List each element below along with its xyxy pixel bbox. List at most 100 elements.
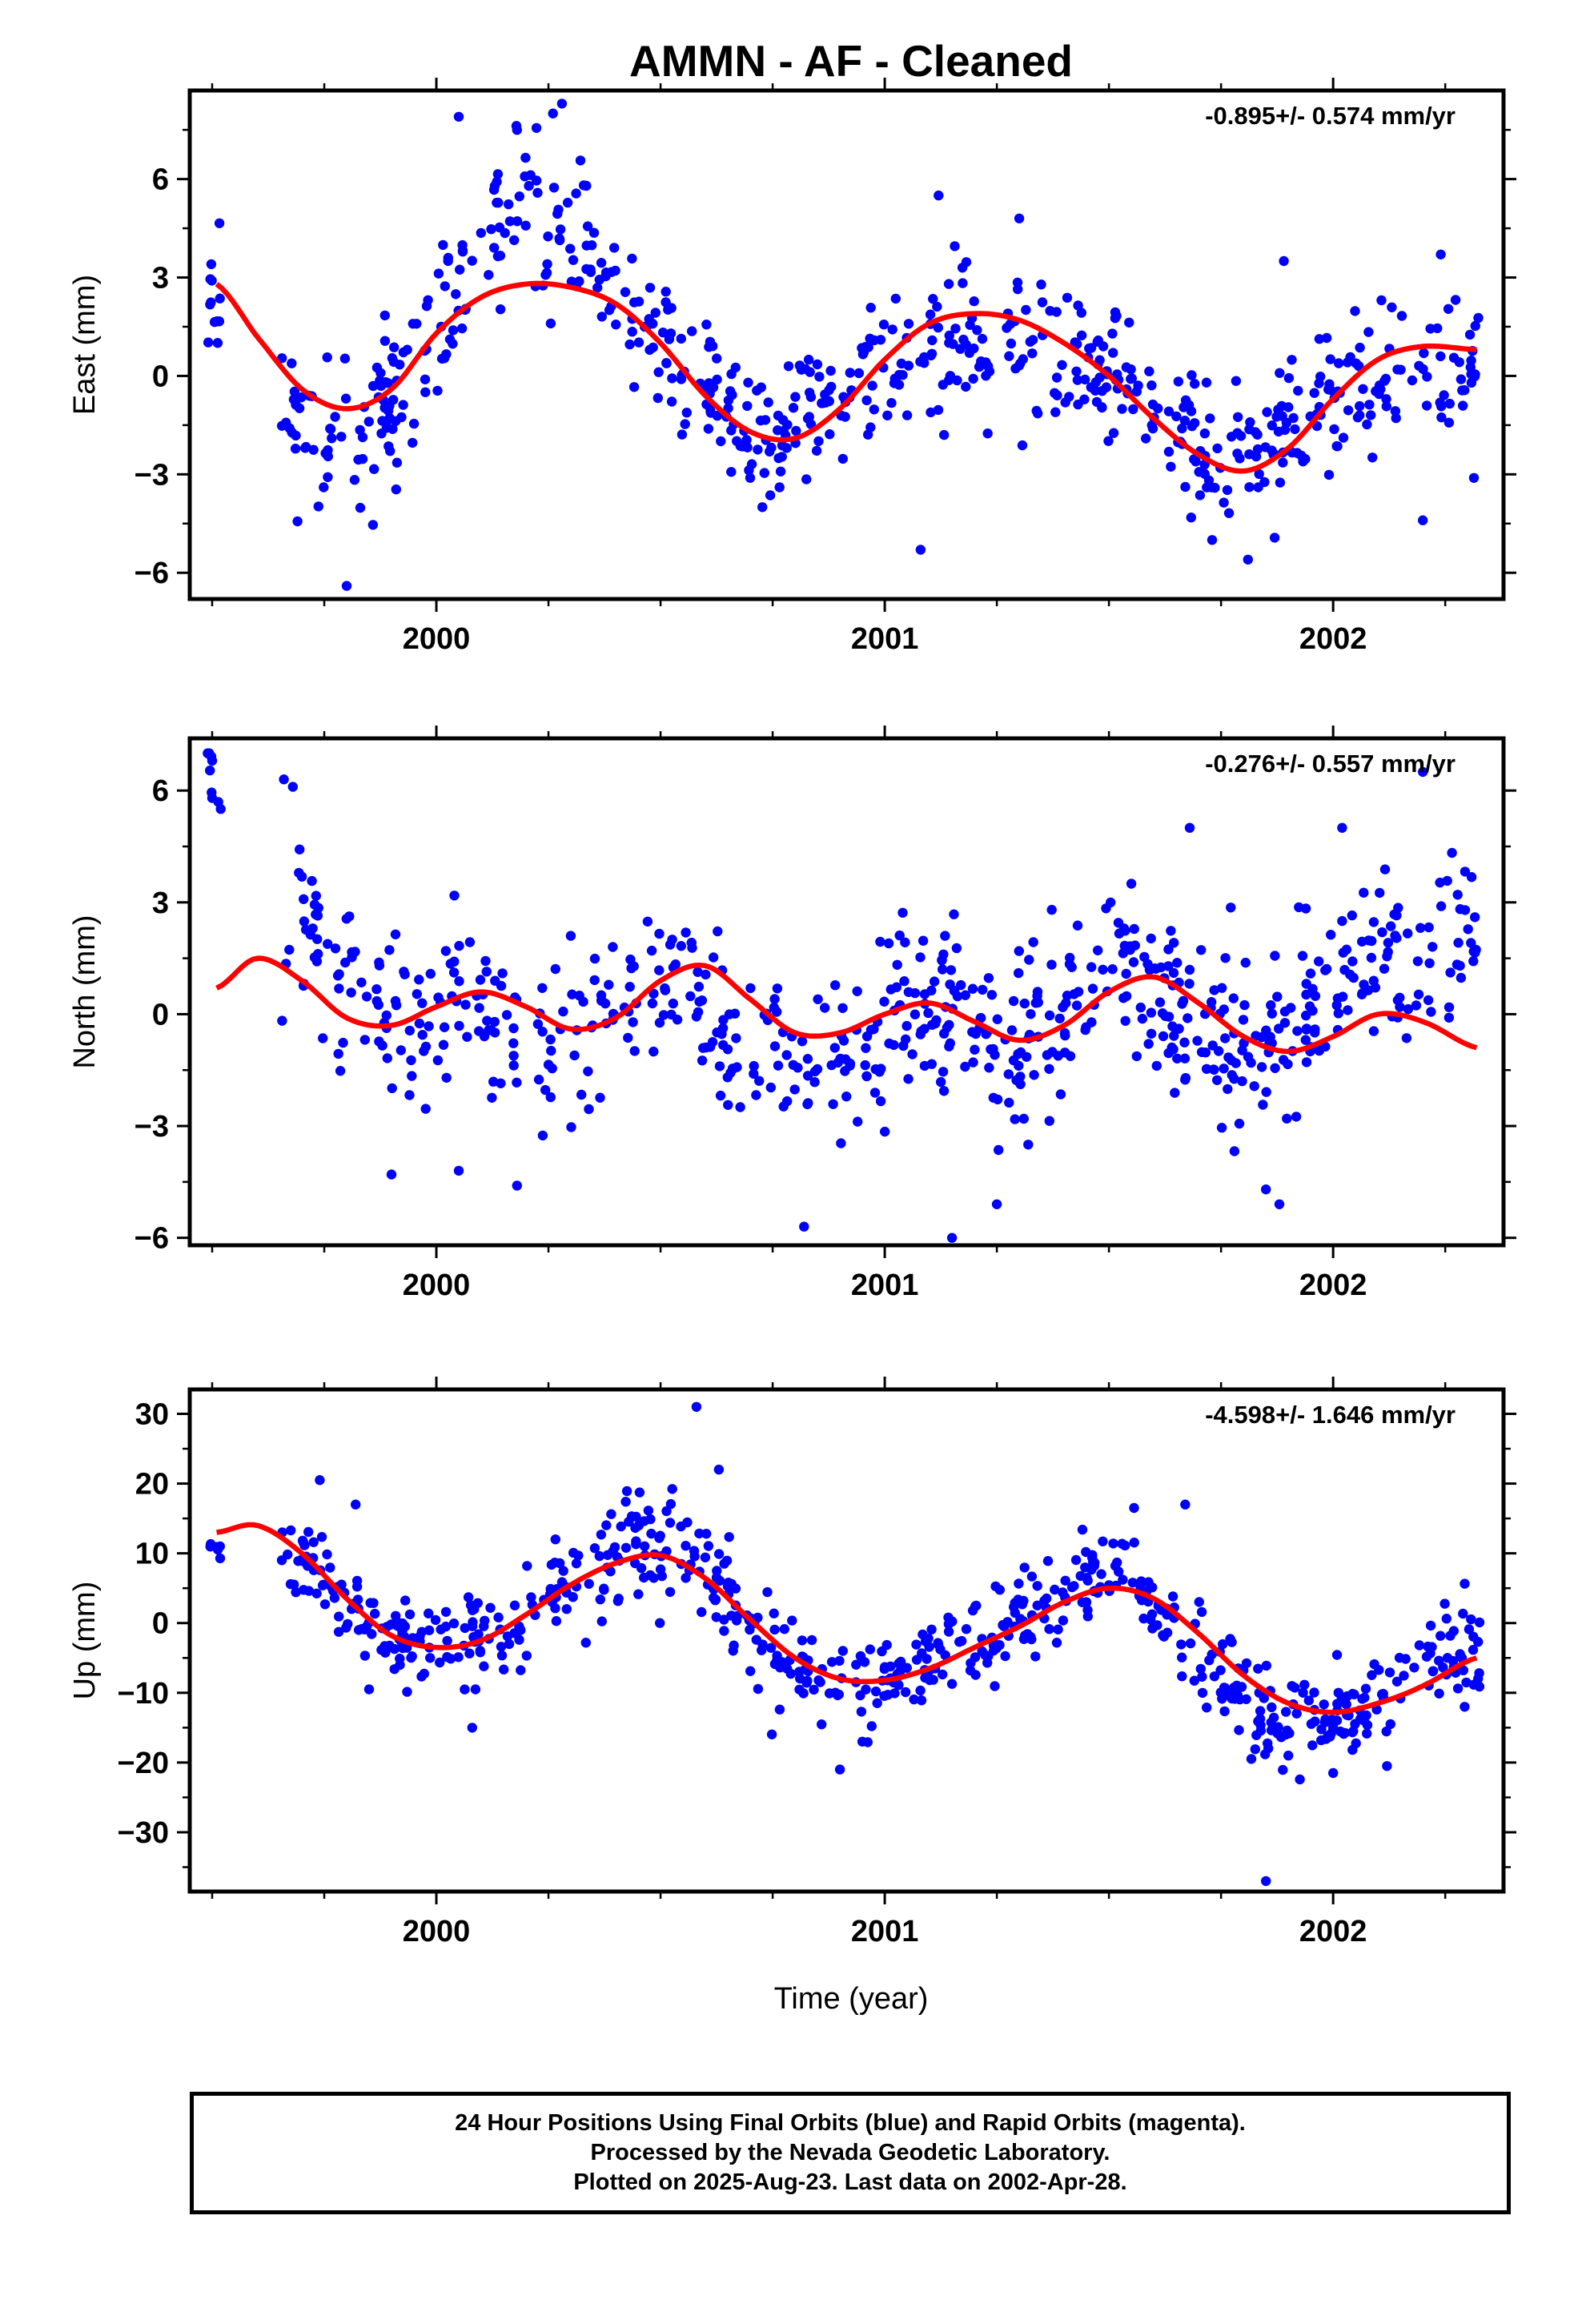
- data-point: [1012, 277, 1023, 287]
- data-point: [606, 1509, 616, 1519]
- data-point: [741, 435, 752, 445]
- data-point: [982, 428, 993, 439]
- data-point: [1217, 983, 1227, 993]
- data-point: [319, 482, 329, 493]
- data-point: [926, 348, 938, 359]
- data-point: [763, 397, 773, 408]
- data-point: [501, 1010, 512, 1020]
- data-point: [1186, 513, 1197, 523]
- data-point: [731, 1033, 741, 1043]
- data-point: [1322, 332, 1332, 344]
- data-point: [1163, 406, 1174, 416]
- data-point: [676, 1521, 686, 1532]
- data-point: [1157, 1008, 1168, 1019]
- data-point: [811, 445, 822, 456]
- data-point: [900, 937, 910, 948]
- data-point: [1053, 1051, 1063, 1061]
- data-point: [639, 1541, 650, 1552]
- data-point: [719, 1626, 729, 1636]
- data-point: [578, 996, 588, 1007]
- data-point: [1176, 1639, 1186, 1650]
- data-point: [1309, 388, 1319, 398]
- x-tick-label: 2002: [1299, 1269, 1367, 1302]
- data-point: [1163, 944, 1174, 955]
- data-point: [633, 296, 644, 307]
- data-point: [1231, 376, 1242, 386]
- data-point: [727, 389, 737, 400]
- data-point: [921, 1654, 932, 1664]
- data-point: [983, 973, 994, 983]
- data-point: [1202, 1703, 1212, 1713]
- data-point: [1014, 946, 1025, 956]
- data-point: [1358, 384, 1368, 394]
- data-point: [966, 1658, 976, 1668]
- data-point: [532, 187, 543, 198]
- data-point: [475, 1646, 485, 1656]
- data-point: [1212, 443, 1223, 454]
- data-point: [580, 1638, 591, 1648]
- data-point: [1399, 1671, 1409, 1681]
- data-point: [1316, 1735, 1327, 1746]
- data-point: [1131, 1051, 1142, 1062]
- data-point: [1384, 1667, 1395, 1678]
- data-point: [1461, 1677, 1472, 1688]
- data-point: [1423, 995, 1434, 1006]
- data-point: [1207, 1040, 1218, 1051]
- data-point: [602, 1550, 613, 1561]
- data-point: [1435, 877, 1445, 888]
- data-point: [654, 1017, 665, 1028]
- data-point: [1445, 967, 1456, 978]
- data-point: [895, 1666, 905, 1677]
- data-point: [826, 381, 837, 392]
- data-point: [485, 1602, 496, 1613]
- data-point: [639, 1516, 649, 1526]
- data-point: [1079, 394, 1090, 404]
- data-point: [1098, 964, 1108, 975]
- data-point: [1443, 1012, 1455, 1023]
- data-point: [1439, 390, 1449, 400]
- data-point: [1135, 1581, 1146, 1591]
- data-point: [286, 1525, 296, 1536]
- data-point: [1403, 928, 1413, 939]
- data-point: [1051, 372, 1062, 383]
- data-point: [522, 1561, 532, 1571]
- data-point: [703, 1541, 714, 1551]
- data-point: [1017, 440, 1028, 451]
- data-point: [303, 1526, 314, 1538]
- data-point: [1055, 1089, 1066, 1100]
- data-point: [311, 891, 321, 901]
- data-point: [1300, 1035, 1311, 1045]
- data-point: [1347, 1727, 1358, 1738]
- data-point: [1274, 1023, 1284, 1034]
- data-point: [961, 381, 971, 392]
- data-point: [769, 1002, 779, 1013]
- data-point: [1350, 306, 1360, 316]
- data-point: [543, 231, 553, 242]
- data-point: [1412, 956, 1423, 967]
- data-point: [417, 998, 428, 1008]
- data-point: [1008, 1055, 1019, 1066]
- data-point: [983, 361, 994, 372]
- data-point: [958, 278, 968, 288]
- data-point: [1323, 469, 1335, 480]
- data-point: [1347, 910, 1358, 921]
- data-point: [396, 1045, 406, 1055]
- data-point: [875, 1096, 886, 1107]
- data-point: [305, 929, 316, 940]
- data-point: [1243, 1051, 1254, 1062]
- data-point: [938, 1086, 950, 1096]
- data-point: [1037, 297, 1048, 308]
- data-point: [676, 333, 686, 344]
- data-point: [944, 1019, 954, 1031]
- data-point: [205, 1542, 215, 1552]
- data-point: [374, 1036, 384, 1047]
- data-point: [1108, 428, 1119, 438]
- data-point: [277, 1015, 287, 1026]
- data-point: [1291, 1112, 1302, 1122]
- data-point: [836, 1138, 846, 1148]
- data-point: [490, 975, 500, 986]
- data-point: [416, 1671, 427, 1682]
- data-point: [1124, 317, 1134, 328]
- data-point: [1227, 1637, 1237, 1647]
- data-point: [897, 907, 908, 919]
